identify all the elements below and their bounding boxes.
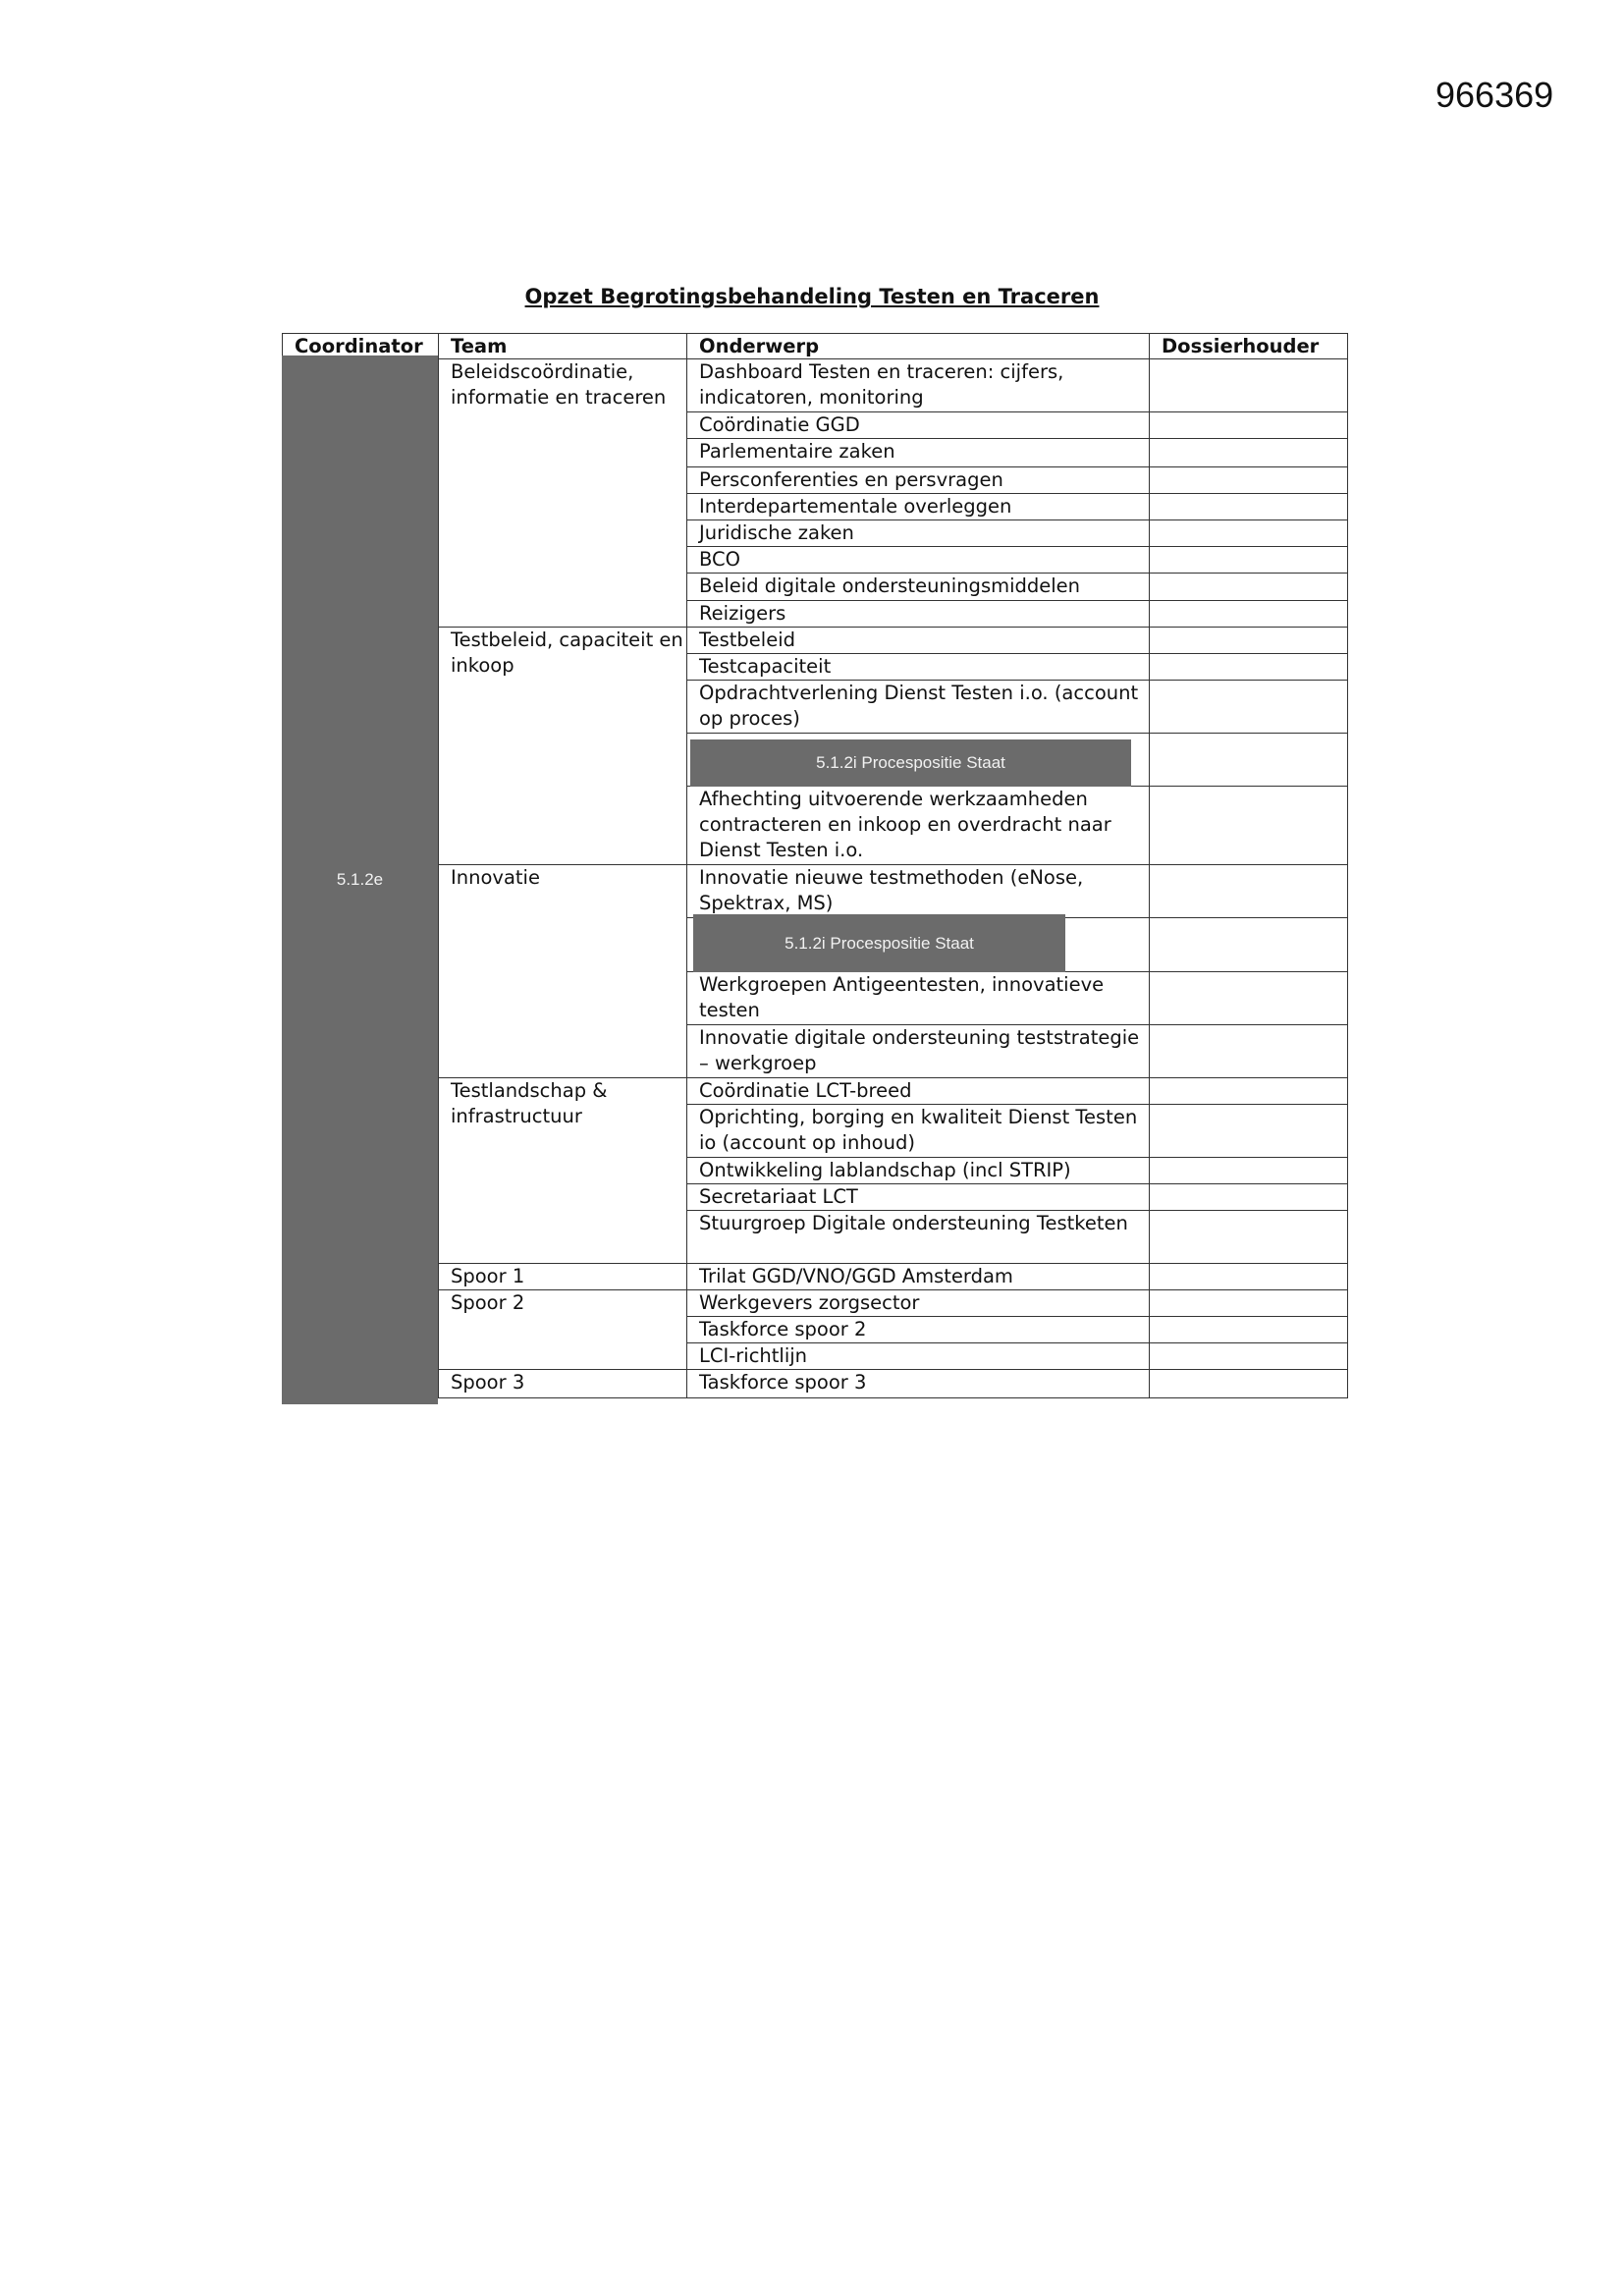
dossierhouder-cell — [1149, 1183, 1348, 1211]
header-dossierhouder: Dossierhouder — [1149, 333, 1348, 359]
dossierhouder-cell — [1149, 465, 1348, 494]
onderwerp-cell: Werkgroepen Antigeentesten, innovatieve … — [686, 971, 1150, 1025]
onderwerp-cell: Testbeleid — [686, 627, 1150, 654]
table-row: Coördinatie GGD — [283, 411, 1348, 439]
dossierhouder-cell — [1149, 1289, 1348, 1317]
onderwerp-cell: Coördinatie LCT-breed — [686, 1077, 1150, 1105]
onderwerp-cell: Opdrachtverlening Dienst Testen i.o. (ac… — [686, 680, 1150, 734]
onderwerp-cell: Dashboard Testen en traceren: cijfers, i… — [686, 358, 1150, 412]
dossierhouder-cell — [1149, 1263, 1348, 1290]
table-row: Afhechting uitvoerende werkzaamheden con… — [283, 786, 1348, 865]
dossierhouder-cell — [1149, 438, 1348, 467]
dossierhouder-cell — [1149, 1024, 1348, 1078]
dossierhouder-cell — [1149, 627, 1348, 654]
header-coordinator: Coordinator — [282, 333, 439, 359]
onderwerp-cell: Werkgevers zorgsector — [686, 1289, 1150, 1317]
table-row: Spoor 1 Trilat GGD/VNO/GGD Amsterdam — [283, 1263, 1348, 1290]
table-header-row: Coordinator Team Onderwerp Dossierhouder — [282, 333, 1348, 359]
onderwerp-cell: Parlementaire zaken — [686, 438, 1150, 467]
onderwerp-cell: Beleid digitale ondersteuningsmiddelen — [686, 572, 1150, 601]
dossierhouder-cell — [1149, 1342, 1348, 1370]
dossierhouder-cell — [1149, 600, 1348, 628]
onderwerp-cell: BCO — [686, 545, 1150, 574]
table-row: Ontwikkeling lablandschap (incl STRIP) — [283, 1157, 1348, 1184]
table-row: Testbeleid, capaciteit en inkoop Testbele… — [283, 627, 1348, 865]
dossierhouder-cell — [1149, 1316, 1348, 1343]
header-onderwerp: Onderwerp — [686, 333, 1150, 359]
redaction-box: 5.1.2i Procespositie Staat — [690, 739, 1131, 787]
onderwerp-cell: LCI-richtlijn — [686, 1342, 1150, 1370]
dossierhouder-cell — [1149, 971, 1348, 1025]
team-cell: Innovatie — [438, 863, 687, 1078]
assignment-table: Coordinator Team Onderwerp Dossierhouder… — [282, 333, 1348, 1398]
onderwerp-cell: Innovatie nieuwe testmethoden (eNose, Sp… — [686, 863, 1150, 918]
dossierhouder-cell — [1149, 1077, 1348, 1105]
document-number: 966369 — [1435, 75, 1554, 115]
team-cell: Spoor 1 — [438, 1263, 687, 1290]
coordinator-redaction: 5.1.2e — [282, 355, 438, 1404]
page-title: Opzet Begrotingsbehandeling Testen en Tr… — [524, 285, 1100, 308]
onderwerp-cell: Trilat GGD/VNO/GGD Amsterdam — [686, 1263, 1150, 1290]
dossierhouder-cell — [1149, 545, 1348, 574]
onderwerp-cell: Taskforce spoor 3 — [686, 1369, 1150, 1398]
table-row: Oprichting, borging en kwaliteit Dienst … — [283, 1104, 1348, 1158]
onderwerp-cell: Ontwikkeling lablandschap (incl STRIP) — [686, 1157, 1150, 1184]
dossierhouder-cell — [1149, 572, 1348, 601]
table-row: Interdepartementale overleggen — [283, 492, 1348, 520]
onderwerp-cell: Persconferenties en persvragen — [686, 465, 1150, 494]
team-cell: Beleidscoördinatie, informatie en tracer… — [438, 358, 687, 628]
table-row: Juridische zaken — [283, 519, 1348, 547]
onderwerp-cell: Juridische zaken — [686, 519, 1150, 547]
team-cell: Testlandschap & infrastructuur — [438, 1077, 687, 1264]
dossierhouder-cell — [1149, 519, 1348, 547]
onderwerp-cell: Taskforce spoor 2 — [686, 1316, 1150, 1343]
redaction-box: 5.1.2i Procespositie Staat — [693, 914, 1065, 972]
table-row: Spoor 3 Taskforce spoor 3 — [283, 1369, 1348, 1398]
dossierhouder-cell — [1149, 411, 1348, 439]
table-row: Testlandschap & infrastructuur Coördinati… — [283, 1077, 1348, 1264]
onderwerp-cell: Coördinatie GGD — [686, 411, 1150, 439]
table-row: Opdrachtverlening Dienst Testen i.o. (ac… — [283, 680, 1348, 734]
dossierhouder-cell — [1149, 492, 1348, 520]
onderwerp-cell: Reizigers — [686, 600, 1150, 628]
table-row: Beleid digitale ondersteuningsmiddelen — [283, 572, 1348, 601]
dossierhouder-cell — [1149, 358, 1348, 412]
team-cell: Spoor 3 — [438, 1369, 687, 1398]
dossierhouder-cell — [1149, 1104, 1348, 1158]
onderwerp-cell: Stuurgroep Digitale ondersteuning Testke… — [686, 1210, 1150, 1264]
onderwerp-cell: Afhechting uitvoerende werkzaamheden con… — [686, 786, 1150, 865]
team-cell: Spoor 2 — [438, 1289, 687, 1370]
table-row: Parlementaire zaken — [283, 438, 1348, 467]
dossierhouder-cell — [1149, 1369, 1348, 1398]
onderwerp-cell: Secretariaat LCT — [686, 1183, 1150, 1211]
table-row: Stuurgroep Digitale ondersteuning Testke… — [283, 1210, 1348, 1264]
header-team: Team — [438, 333, 687, 359]
table-row: Beleidscoördinatie, informatie en tracer… — [282, 358, 1348, 1398]
dossierhouder-cell — [1149, 916, 1348, 972]
table-row: Innovatie Innovatie nieuwe testmethoden (… — [283, 863, 1348, 1078]
onderwerp-cell: Oprichting, borging en kwaliteit Dienst … — [686, 1104, 1150, 1158]
table-row: Spoor 2 Werkgevers zorgsector — [283, 1289, 1348, 1370]
dossierhouder-cell — [1149, 680, 1348, 734]
onderwerp-cell: Interdepartementale overleggen — [686, 492, 1150, 520]
team-cell: Testbeleid, capaciteit en inkoop — [438, 627, 687, 865]
dossierhouder-cell — [1149, 863, 1348, 918]
table-row: BCO — [283, 545, 1348, 574]
table-row: Testcapaciteit — [283, 653, 1348, 681]
dossierhouder-cell — [1149, 786, 1348, 865]
dossierhouder-cell — [1149, 653, 1348, 681]
onderwerp-cell: Innovatie digitale ondersteuning teststr… — [686, 1024, 1150, 1078]
table-row: Innovatie digitale ondersteuning teststr… — [283, 1024, 1348, 1078]
onderwerp-cell: Testcapaciteit — [686, 653, 1150, 681]
dossierhouder-cell — [1149, 1210, 1348, 1264]
dossierhouder-cell — [1149, 733, 1348, 787]
table-row: LCI-richtlijn — [283, 1342, 1348, 1370]
dossierhouder-cell — [1149, 1157, 1348, 1184]
